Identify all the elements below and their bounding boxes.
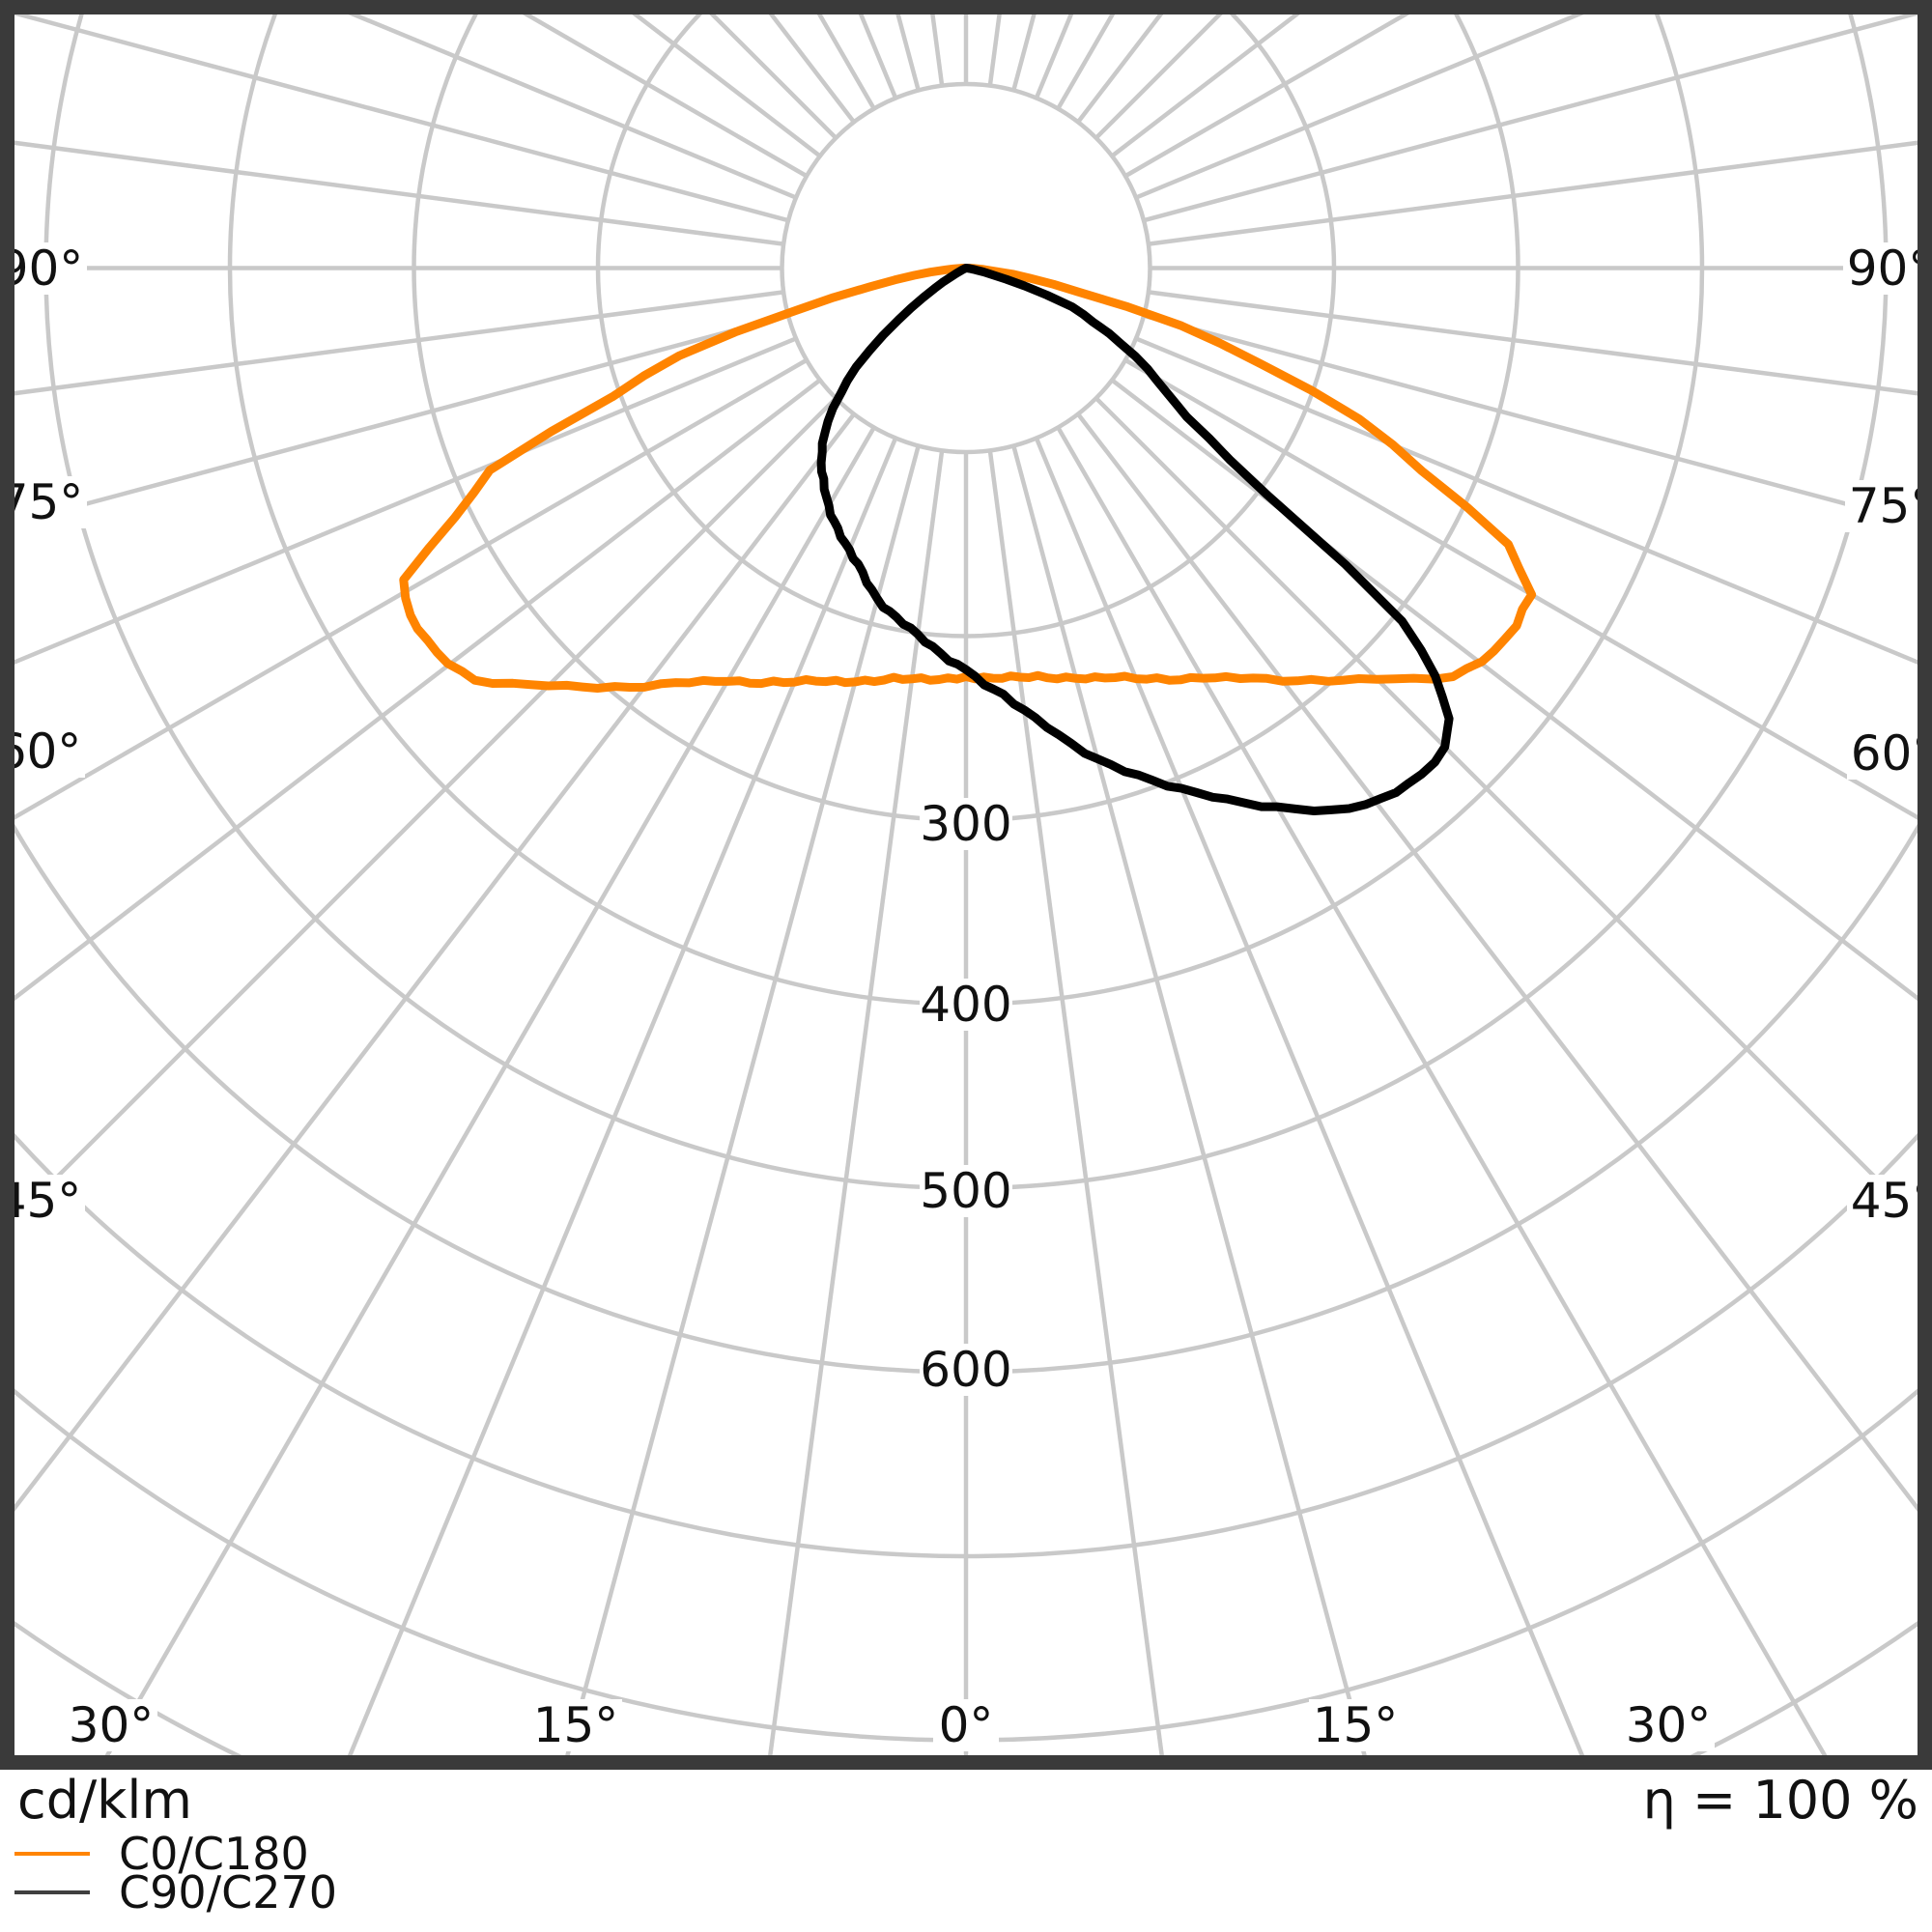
- grid-spoke: [768, 450, 945, 1755]
- radius-label-bg: [920, 1165, 1012, 1217]
- grid-spoke: [1110, 378, 1918, 1002]
- legend-item-c0-c180: C0/C180: [14, 1828, 337, 1880]
- grid-spoke: [1034, 437, 1585, 1755]
- grid-spoke: [987, 450, 1164, 1755]
- grid-spoke: [1056, 426, 1828, 1755]
- angle-label-bottom-bg: [933, 1699, 999, 1751]
- angle-label-bottom-bg: [65, 1699, 157, 1751]
- angle-label-bottom: 15°: [1313, 1697, 1399, 1753]
- radius-label-bg: [920, 979, 1012, 1031]
- grid-spoke: [14, 357, 809, 820]
- angle-label-bottom: 30°: [69, 1697, 155, 1753]
- efficiency-label: η = 100 %: [1642, 1770, 1918, 1831]
- grid-spoke: [1143, 14, 1918, 223]
- curve-c90-c270: [816, 264, 1454, 815]
- curves: [399, 264, 1537, 815]
- grid-spoke: [14, 290, 784, 396]
- angle-label-bottom: 15°: [533, 1697, 619, 1753]
- legend-line-c0-c180-icon: [14, 1852, 90, 1856]
- grid-spoke: [565, 444, 921, 1755]
- legend-line-c90-c270-icon: [14, 1890, 90, 1894]
- grid-spoke: [347, 437, 898, 1755]
- grid-spoke: [1123, 357, 1918, 820]
- grid-spoke: [1094, 396, 1918, 1223]
- grid-spoke: [1011, 444, 1367, 1755]
- grid-spoke: [1076, 412, 1918, 1512]
- legend-item-c90-c270: C90/C270: [14, 1866, 338, 1918]
- grid-spoke: [1143, 313, 1918, 526]
- unit-label: cd/klm: [17, 1770, 193, 1831]
- legend-label-c0-c180: C0/C180: [119, 1828, 309, 1880]
- grid-spoke: [14, 313, 789, 526]
- angle-label-bottom: 0°: [939, 1697, 994, 1753]
- radius-label: 400: [920, 977, 1011, 1033]
- radius-label: 500: [920, 1163, 1011, 1219]
- grid-spoke: [1148, 140, 1918, 246]
- radius-label: 600: [920, 1342, 1011, 1398]
- angle-label-bottom-bg: [529, 1699, 622, 1751]
- angle-label-right-bg: [1843, 242, 1932, 295]
- legend-label-c90-c270: C90/C270: [119, 1866, 338, 1918]
- plot-frame: [0, 0, 1932, 1770]
- angle-label-bottom: 30°: [1626, 1697, 1712, 1753]
- radius-label: 300: [920, 796, 1011, 852]
- grid-spoke: [104, 426, 876, 1755]
- grid-spoke: [14, 412, 856, 1512]
- angle-label-bottom-bg: [1309, 1699, 1402, 1751]
- grid-spoke: [14, 14, 789, 223]
- grid-spoke: [14, 396, 838, 1223]
- legend: C0/C180 C90/C270: [14, 1828, 338, 1918]
- grid-spoke: [14, 378, 822, 1002]
- grid-spoke: [1135, 336, 1918, 665]
- angle-label-bottom-bg: [1622, 1699, 1715, 1751]
- grid-spoke: [1148, 290, 1918, 396]
- radius-label-bg: [920, 1344, 1012, 1396]
- radius-label-bg: [920, 798, 1012, 850]
- grid-spoke: [14, 336, 797, 665]
- curve-c0-c180: [399, 264, 1537, 693]
- grid-spoke: [1135, 14, 1584, 200]
- grid-spoke: [14, 140, 784, 246]
- grid-spoke: [348, 14, 797, 200]
